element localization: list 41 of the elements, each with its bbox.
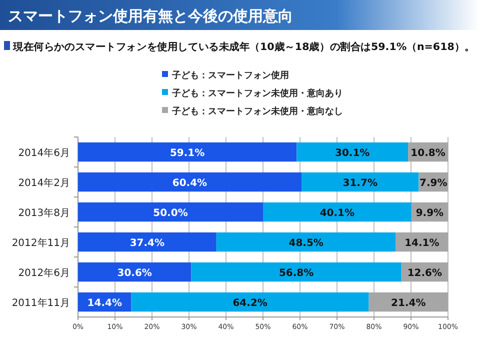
bar <box>78 142 297 162</box>
data-label: 30.1% <box>335 148 370 159</box>
y-tick-label: 2014年6月 <box>18 147 70 159</box>
data-label: 37.4% <box>130 238 165 249</box>
data-label: 50.0% <box>153 208 188 219</box>
data-label: 12.6% <box>407 268 442 279</box>
y-tick-label: 2012年11月 <box>12 237 70 249</box>
data-label: 48.5% <box>288 238 324 249</box>
y-tick-label: 2013年8月 <box>18 207 70 219</box>
data-label: 60.4% <box>172 178 208 189</box>
data-label: 14.4% <box>87 298 122 309</box>
bar <box>368 292 448 312</box>
data-label: 64.2% <box>232 298 268 309</box>
y-tick-label: 2011年11月 <box>12 297 70 309</box>
bar <box>78 262 192 282</box>
data-label: 31.7% <box>342 178 378 189</box>
bar <box>191 262 402 282</box>
data-label: 40.1% <box>320 208 355 219</box>
y-tick-label: 2014年2月 <box>18 177 70 189</box>
data-label: 21.4% <box>391 298 426 309</box>
data-label: 7.9% <box>420 178 448 189</box>
bar <box>263 202 412 222</box>
bar <box>78 202 263 222</box>
y-tick-label: 2012年6月 <box>18 267 70 279</box>
bar <box>78 172 302 192</box>
bar <box>78 232 216 252</box>
data-label: 9.9% <box>416 208 444 219</box>
data-label: 59.1% <box>170 148 205 159</box>
chart-title: スマートフォン使用有無と今後の使用意向 <box>8 7 293 25</box>
legend-label: 子ども：スマートフォン未使用・意向あり <box>171 88 343 99</box>
data-label: 56.8% <box>278 268 314 279</box>
legend-label: 子ども：スマートフォン未使用・意向なし <box>171 106 343 117</box>
bar <box>296 142 408 162</box>
data-label: 30.6% <box>117 268 152 279</box>
chart-subtitle: 現在何らかのスマートフォンを使用している未成年（10歳～18歳）の割合は59.1%（n=618）。 <box>12 41 475 53</box>
bar <box>131 292 369 312</box>
bar <box>216 232 396 252</box>
data-label: 14.1% <box>404 238 440 249</box>
bar <box>301 172 419 192</box>
legend-label: 子ども：スマートフォン使用 <box>171 70 289 81</box>
data-label: 10.8% <box>410 148 446 159</box>
